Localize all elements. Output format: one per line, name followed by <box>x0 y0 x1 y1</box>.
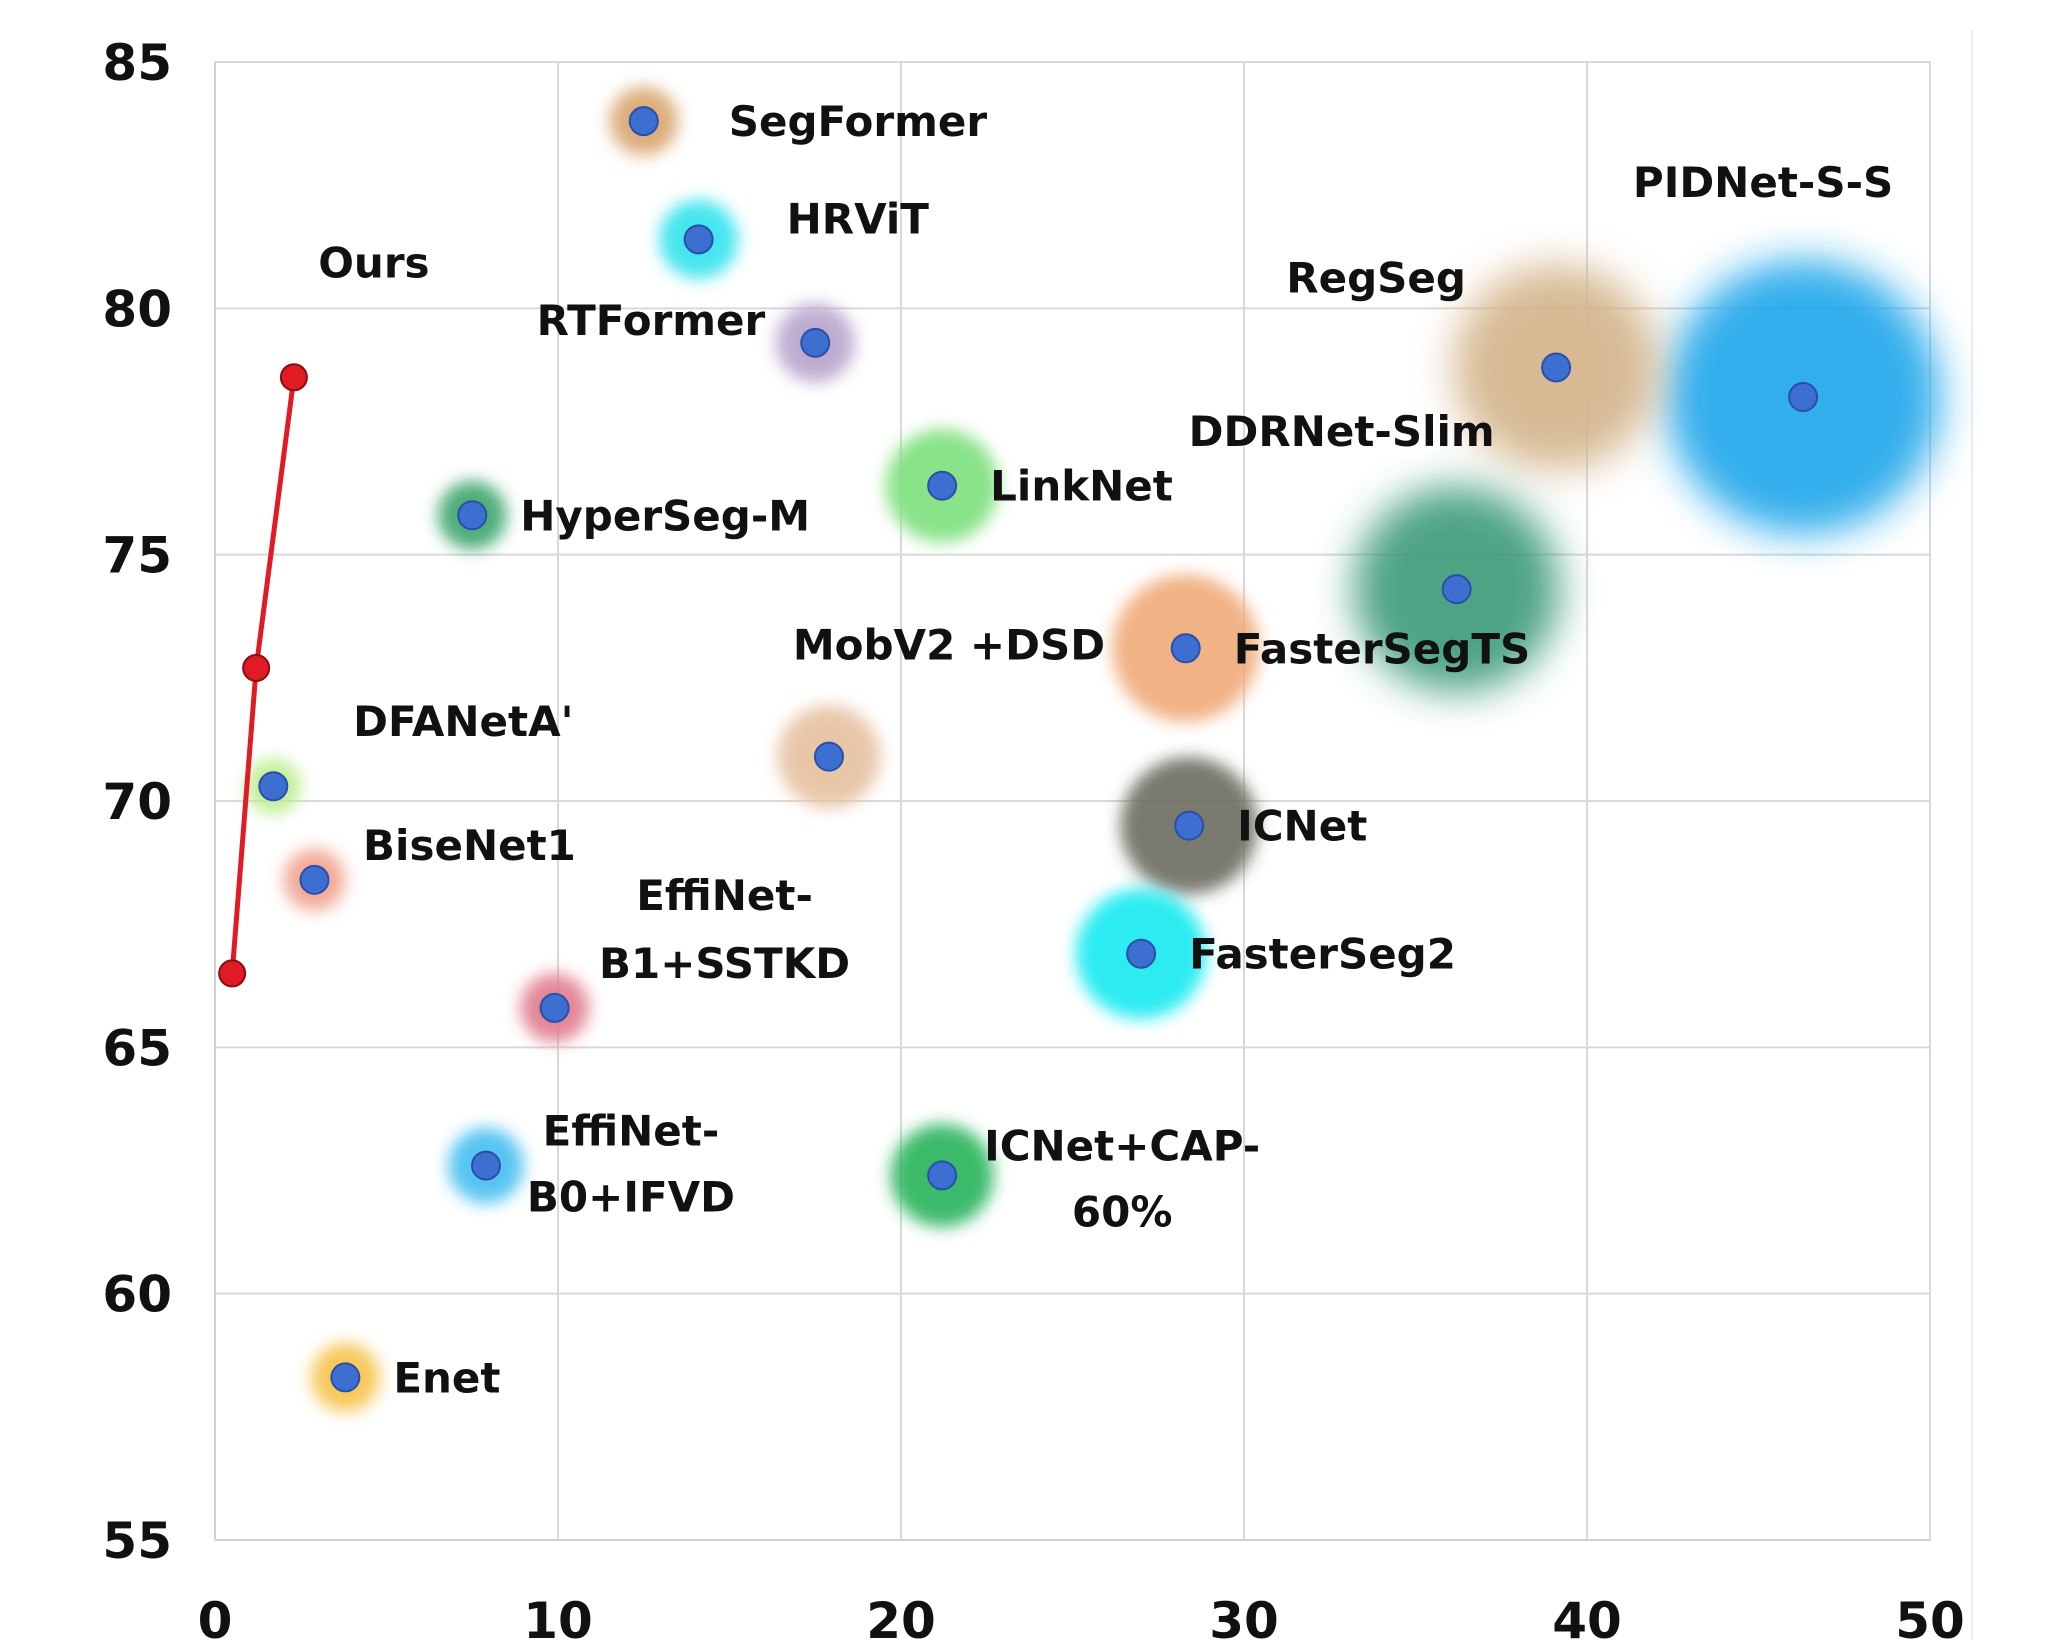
data-label: Enet <box>393 1353 500 1402</box>
data-point <box>683 224 714 255</box>
y-tick-label: 65 <box>102 1019 172 1077</box>
data-point <box>800 327 831 358</box>
data-point <box>299 864 330 895</box>
data-point <box>1788 382 1819 413</box>
data-point <box>927 1160 958 1191</box>
data-point <box>1174 810 1205 841</box>
y-tick-label: 60 <box>102 1266 172 1324</box>
data-label: EffiNet- <box>543 1107 720 1156</box>
data-label: BiseNet1 <box>363 821 576 870</box>
x-tick-label: 50 <box>1895 1592 1965 1640</box>
ours-point <box>218 959 247 988</box>
grid-lines <box>214 61 1931 1541</box>
x-tick-label: 40 <box>1552 1592 1622 1640</box>
data-point <box>1441 574 1472 605</box>
data-label: PIDNet-S-S <box>1633 158 1893 207</box>
x-tick-label: 10 <box>523 1592 593 1640</box>
data-label: RegSeg <box>1286 253 1466 302</box>
data-point <box>258 771 289 802</box>
axis-ticks: 0 10 20 30 40 50 55 60 65 70 75 80 85 <box>102 34 1964 1640</box>
data-label: B0+IFVD <box>527 1173 735 1222</box>
y-tick-label: 70 <box>102 773 172 831</box>
y-tick-label: 85 <box>102 34 172 92</box>
y-tick-label: 75 <box>102 527 172 585</box>
data-label: SegFormer <box>729 97 988 146</box>
data-label: HyperSeg-M <box>520 491 810 540</box>
data-point <box>927 470 958 501</box>
data-point <box>457 500 488 531</box>
x-tick-label: 20 <box>866 1592 936 1640</box>
x-tick-label: 0 <box>198 1592 233 1640</box>
y-tick-label: 80 <box>102 280 172 338</box>
data-label: EffiNet- <box>636 871 813 920</box>
ours-point <box>279 363 308 392</box>
data-label: ICNet <box>1237 802 1367 851</box>
data-point <box>628 106 659 137</box>
data-point <box>813 741 844 772</box>
plot-frame <box>214 30 1973 1640</box>
data-point <box>470 1150 501 1181</box>
data-label: DDRNet-Slim <box>1189 407 1495 456</box>
data-label: 60% <box>1072 1187 1173 1236</box>
data-label: MobV2 +DSD <box>793 621 1105 670</box>
data-label: LinkNet <box>990 462 1173 511</box>
data-label: FasterSegTS <box>1234 624 1531 673</box>
data-label: HRViT <box>787 194 930 243</box>
data-point <box>1126 938 1157 969</box>
data-label: ICNet+CAP- <box>984 1121 1260 1170</box>
data-label: DFANetA' <box>353 697 573 746</box>
data-label: B1+SSTKD <box>599 939 850 988</box>
data-label: FasterSeg2 <box>1189 930 1456 979</box>
data-labels: SegFormer HRViT RTFormer PIDNet-S-S RegSeg DD… <box>318 97 1893 1402</box>
x-tick-label: 30 <box>1209 1592 1279 1640</box>
data-point <box>330 1362 361 1393</box>
data-point <box>539 992 570 1023</box>
ours-label: Ours <box>318 238 429 287</box>
data-point <box>1541 352 1572 383</box>
data-label: RTFormer <box>537 296 766 345</box>
ours-point <box>242 653 271 682</box>
y-tick-label: 55 <box>102 1512 172 1570</box>
data-point <box>1170 633 1201 664</box>
data-markers <box>218 106 1819 1393</box>
